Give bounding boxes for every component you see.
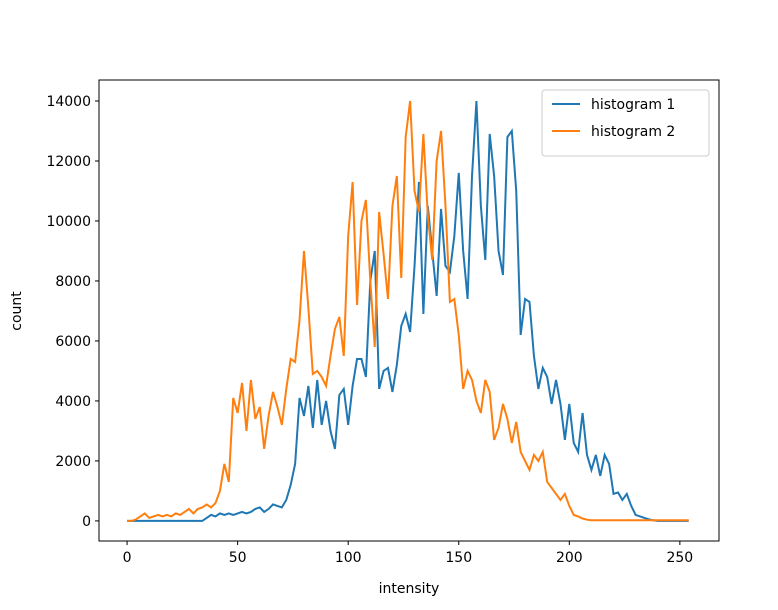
x-tick-label: 50: [229, 550, 247, 566]
x-tick-label: 0: [123, 550, 132, 566]
x-tick-label: 250: [666, 550, 693, 566]
y-tick-label: 4000: [55, 394, 91, 410]
legend-label: histogram 1: [591, 97, 675, 113]
plot-frame: [98, 79, 720, 542]
legend-label: histogram 2: [591, 124, 675, 140]
y-axis-label: count: [9, 291, 25, 331]
x-tick-label: 200: [556, 550, 583, 566]
y-tick-label: 0: [82, 514, 91, 530]
y-tick-label: 8000: [55, 274, 91, 290]
y-tick-label: 10000: [46, 214, 91, 230]
y-tick-label: 2000: [55, 454, 91, 470]
x-tick-label: 100: [335, 550, 362, 566]
series-line: [127, 100, 689, 522]
x-tick-label: 150: [445, 550, 472, 566]
x-axis-label: intensity: [379, 581, 440, 597]
y-tick-label: 12000: [46, 154, 91, 170]
series-line: [127, 100, 689, 522]
legend-box: [541, 89, 710, 157]
y-tick-label: 6000: [55, 334, 91, 350]
y-tick-label: 14000: [46, 94, 91, 110]
